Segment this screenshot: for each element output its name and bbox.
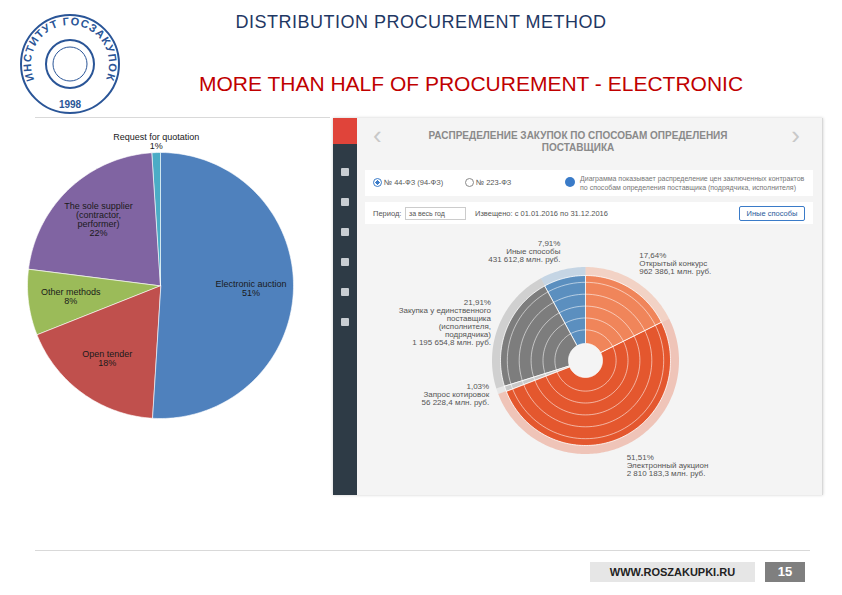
html-text:Извещено: с 01.01.2016 по 31.1: Извещено: с 01.01.2016 по 31.12.2016 xyxy=(475,209,608,218)
svg-text:Open tender18%: Open tender18% xyxy=(82,349,132,368)
html-text:Иные способы: Иные способы xyxy=(746,209,798,218)
svg-text:17,64%Открытый конкурс962 386,: 17,64%Открытый конкурс962 386,1 млн. руб… xyxy=(639,251,711,276)
html-text:за весь год: за весь год xyxy=(409,210,445,217)
svg-text:51,51%Электронный аукцион2 810: 51,51%Электронный аукцион2 810 183,3 млн… xyxy=(627,453,709,478)
svg-text:Other methods8%: Other methods8% xyxy=(41,287,101,306)
svg-text:Request for quotation1%: Request for quotation1% xyxy=(113,132,199,151)
html-text:MORE THAN HALF OF PROCUREMENT: MORE THAN HALF OF PROCUREMENT - ELECTRON… xyxy=(198,72,743,95)
svg-text:7,91%Иные способы431 612,8 млн: 7,91%Иные способы431 612,8 млн. руб. xyxy=(488,239,560,264)
svg-text:ИНСТИТУТ ГОСЗАКУПОК: ИНСТИТУТ ГОСЗАКУПОК xyxy=(21,15,119,83)
svg-text:The sole supplier(contractor,p: The sole supplier(contractor,performer)2… xyxy=(64,201,133,238)
svg-text:1,03%Запрос котировок56 228,4: 1,03%Запрос котировок56 228,4 млн. руб. xyxy=(422,382,490,407)
html-text:15: 15 xyxy=(777,564,793,579)
svg-text:21,91%Закупка у единственногоп: 21,91%Закупка у единственногопоставщика(… xyxy=(399,298,492,347)
html-text:РАСПРЕДЕЛЕНИЕ ЗАКУПОК ПО СПОСО: РАСПРЕДЕЛЕНИЕ ЗАКУПОК ПО СПОСОБАМ ОПРЕДЕ… xyxy=(428,130,728,153)
svg-text:Electronic auction51%: Electronic auction51% xyxy=(215,279,286,298)
html-text:№ 223-ФЗ: № 223-ФЗ xyxy=(476,178,512,187)
html-text:Диаграмма показывает распредел: Диаграмма показывает распределение цен з… xyxy=(580,175,805,191)
html-text:Период:: Период: xyxy=(373,209,402,218)
html-text:№ 44-ФЗ (94-ФЗ): № 44-ФЗ (94-ФЗ) xyxy=(384,178,444,187)
html-text:DISTRIBUTION PROCUREMENT METHO: DISTRIBUTION PROCUREMENT METHOD xyxy=(235,12,607,32)
html-text:WWW.ROSZAKUPKI.RU: WWW.ROSZAKUPKI.RU xyxy=(609,566,736,578)
svg-text:1998: 1998 xyxy=(59,99,82,110)
